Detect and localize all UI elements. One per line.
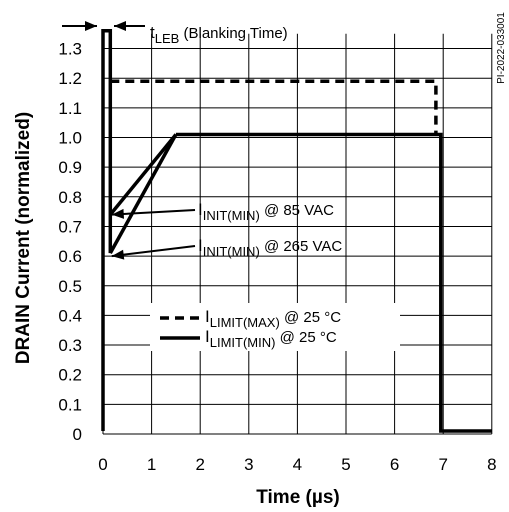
x-tick-label: 2: [195, 455, 204, 474]
init-85vac-arrow-shaft: [111, 209, 196, 216]
x-tick-label: 8: [487, 455, 496, 474]
y-tick-labels: 0 0.1 0.2 0.3 0.4 0.5 0.6 0.7 0.8 0.9 1.0 1.1 1.2 1.3: [58, 40, 82, 444]
tleb-arrow-right-head: [114, 21, 126, 31]
legend-background: [150, 303, 400, 351]
legend-limit-min-label: ILIMIT(MIN) @ 25 °C: [205, 327, 337, 350]
x-tick-label: 6: [390, 455, 399, 474]
annotation-arrows: [62, 21, 196, 260]
y-tick-label: 0.5: [58, 277, 82, 296]
y-tick-label: 1.2: [58, 69, 82, 88]
x-tick-label: 1: [147, 455, 156, 474]
y-tick-label: 0.6: [58, 247, 82, 266]
data-series: [101, 29, 492, 433]
init-265vac-arrow-shaft: [111, 245, 196, 258]
x-tick-label: 5: [341, 455, 350, 474]
y-tick-label: 0.9: [58, 158, 82, 177]
y-tick-label: 0.4: [58, 306, 82, 325]
series-line-4: [101, 29, 113, 431]
y-tick-label: 0: [73, 425, 82, 444]
y-tick-label: 1.1: [58, 99, 82, 118]
series-line-3: [108, 133, 178, 254]
x-tick-label: 7: [438, 455, 447, 474]
tleb-annotation: tLEB (Blanking Time): [150, 23, 288, 46]
init-265vac-arrow-head: [111, 249, 125, 260]
y-tick-label: 0.2: [58, 366, 82, 385]
y-tick-label: 0.3: [58, 336, 82, 355]
init-265vac-annotation: IINIT(MIN) @ 265 VAC: [198, 236, 342, 259]
grid-lines: [102, 33, 493, 435]
legend-limit-max-label: ILIMIT(MAX) @ 25 °C: [205, 307, 341, 330]
series-line-2: [108, 133, 178, 216]
x-tick-label: 0: [98, 455, 107, 474]
y-tick-label: 1.0: [58, 129, 82, 148]
series-line-1: [175, 132, 492, 433]
part-number: PI-2022-033001: [496, 12, 507, 84]
legend: ILIMIT(MAX) @ 25 °C ILIMIT(MIN) @ 25 °C: [150, 303, 400, 351]
y-tick-label: 0.1: [58, 395, 82, 414]
x-axis-title: Time (µs): [256, 487, 339, 508]
y-axis-title: DRAIN Current (normalized): [13, 112, 34, 364]
x-tick-label: 4: [293, 455, 302, 474]
init-85vac-arrow-head: [111, 208, 125, 219]
init-85vac-annotation: IINIT(MIN) @ 85 VAC: [198, 200, 334, 223]
y-tick-label: 1.3: [58, 40, 82, 59]
y-tick-label: 0.8: [58, 188, 82, 207]
x-tick-labels: 0 1 2 3 4 5 6 7 8: [98, 455, 496, 474]
x-tick-label: 3: [244, 455, 253, 474]
series-line-0: [110, 79, 438, 135]
tleb-arrow-left-head: [85, 21, 97, 31]
y-tick-label: 0.7: [58, 217, 82, 236]
